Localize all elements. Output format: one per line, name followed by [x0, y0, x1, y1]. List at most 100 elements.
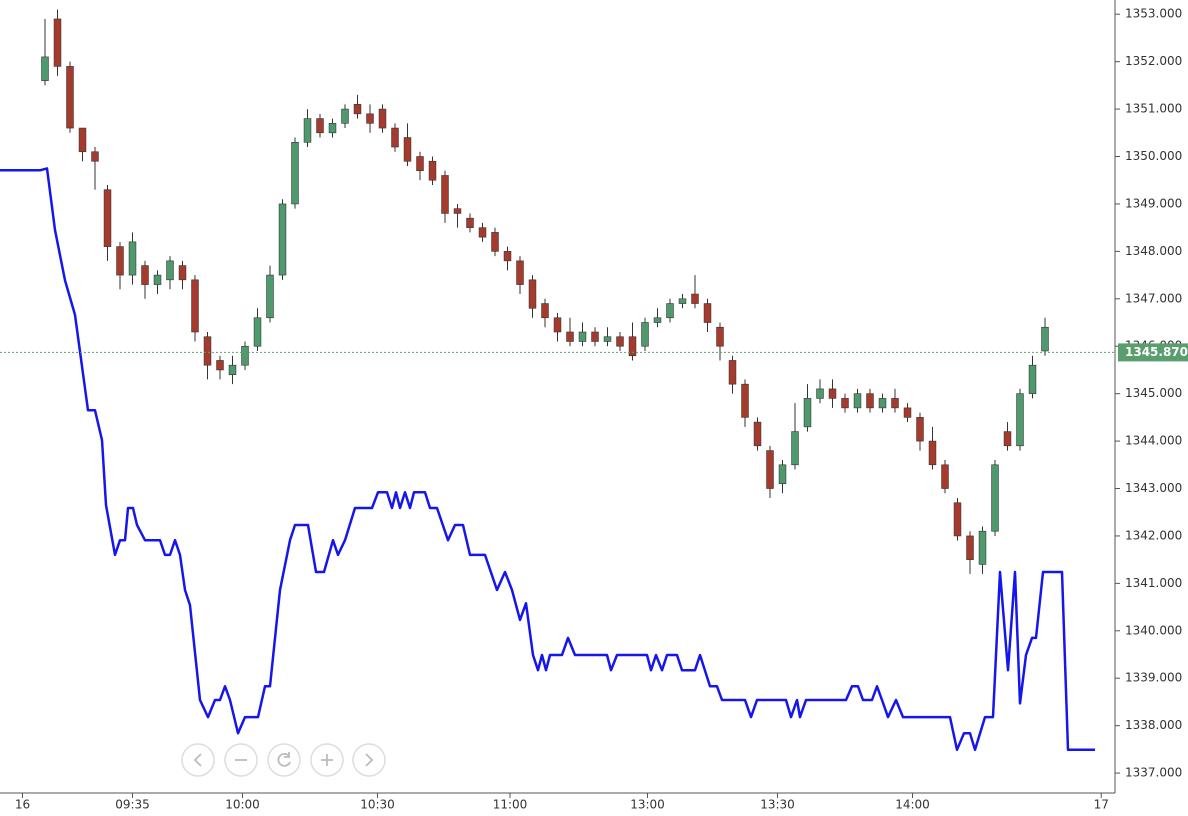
y-tick-label: 1350.000	[1125, 149, 1182, 163]
candle-body	[478, 227, 487, 238]
candle-body	[978, 530, 987, 565]
zoom-out-button[interactable]	[224, 743, 258, 777]
candle-body	[178, 265, 187, 281]
candle-body	[66, 66, 74, 129]
x-tick-label: 17	[1094, 798, 1109, 812]
candle-body	[41, 56, 49, 81]
x-tick-label: 10:00	[225, 798, 260, 812]
candle-body	[1041, 326, 1049, 352]
candle-body	[128, 241, 137, 276]
y-tick-label: 1352.000	[1125, 54, 1182, 68]
y-tick-label: 1353.000	[1125, 7, 1182, 21]
candle-body	[353, 104, 362, 115]
candle-body	[328, 123, 337, 134]
chart-navigation	[181, 743, 386, 777]
candle-body	[341, 108, 349, 124]
candle-body	[866, 393, 874, 409]
y-tick-label: 1337.000	[1125, 766, 1182, 780]
candle-body	[378, 108, 387, 129]
scroll-right-button[interactable]	[352, 743, 386, 777]
candle-body	[903, 407, 912, 418]
candle-body	[628, 336, 637, 357]
candle-body	[491, 232, 499, 252]
indicator-line	[0, 167, 1095, 752]
candle-body	[966, 535, 974, 560]
candle-body	[453, 208, 462, 214]
candle-body	[791, 431, 799, 466]
candle-body	[53, 18, 62, 67]
candle-body	[391, 127, 399, 148]
candle-body	[266, 274, 274, 319]
candle-body	[891, 398, 899, 409]
last-price-label: 1345.870	[1125, 345, 1188, 359]
candle-body	[603, 336, 612, 342]
candle-body	[928, 440, 937, 466]
candle-body	[1003, 431, 1012, 447]
y-tick-label: 1345.000	[1125, 386, 1182, 400]
candle-body	[116, 246, 124, 276]
y-tick-label: 1348.000	[1125, 244, 1182, 258]
candle-body	[103, 189, 112, 247]
y-tick-label: 1342.000	[1125, 528, 1182, 542]
candle-body	[366, 113, 374, 124]
candle-body	[591, 331, 599, 342]
candle-body	[528, 279, 537, 309]
zoom-in-button[interactable]	[310, 743, 344, 777]
scroll-left-button[interactable]	[181, 743, 215, 777]
candle-body	[216, 360, 224, 371]
y-tick-label: 1344.000	[1125, 434, 1182, 448]
candle-body	[553, 317, 562, 333]
candle-body	[303, 118, 312, 143]
candle-body	[566, 331, 574, 342]
candle-body	[678, 298, 687, 304]
candle-body	[191, 279, 199, 333]
candle-body	[228, 364, 237, 375]
candle-body	[278, 203, 287, 276]
candle-body	[991, 464, 999, 532]
x-tick-label: 13:00	[630, 798, 665, 812]
candle-body	[1028, 364, 1037, 394]
y-tick-label: 1339.000	[1125, 671, 1182, 685]
candle-body	[703, 303, 712, 323]
candle-body	[541, 303, 549, 319]
candle-body	[766, 450, 774, 489]
x-tick-label: 11:00	[493, 798, 528, 812]
y-tick-label: 1341.000	[1125, 576, 1182, 590]
candle-body	[878, 398, 887, 409]
candle-body	[141, 265, 149, 285]
candle-body	[616, 336, 624, 347]
candle-body	[716, 326, 724, 347]
candle-body	[578, 331, 587, 342]
candle-body	[503, 251, 512, 262]
reset-button[interactable]	[267, 743, 301, 777]
x-tick-label: 16	[15, 798, 30, 812]
candle-body	[828, 388, 837, 399]
candle-body	[803, 398, 812, 428]
x-tick-label: 09:35	[115, 798, 150, 812]
candle-body	[741, 383, 749, 418]
y-tick-label: 1338.000	[1125, 718, 1182, 732]
candle-body	[428, 160, 437, 181]
y-tick-label: 1351.000	[1125, 102, 1182, 116]
plot-area	[0, 9, 1095, 752]
candle-body	[316, 118, 324, 134]
candle-body	[253, 317, 262, 347]
last-price-box	[1118, 343, 1188, 362]
candle-body	[466, 217, 474, 228]
candle-body	[653, 317, 662, 323]
x-tick-label: 10:30	[360, 798, 395, 812]
x-tick-label: 13:30	[760, 798, 795, 812]
candle-body	[91, 151, 99, 162]
y-tick-label: 1343.000	[1125, 481, 1182, 495]
candle-body	[203, 336, 212, 366]
x-tick-label: 14:00	[895, 798, 930, 812]
candle-body	[641, 322, 649, 347]
candle-body	[78, 127, 87, 153]
candle-body	[753, 421, 762, 447]
candle-body	[941, 464, 949, 489]
candle-body	[241, 345, 249, 366]
candle-body	[416, 156, 424, 172]
candle-body	[816, 388, 824, 399]
